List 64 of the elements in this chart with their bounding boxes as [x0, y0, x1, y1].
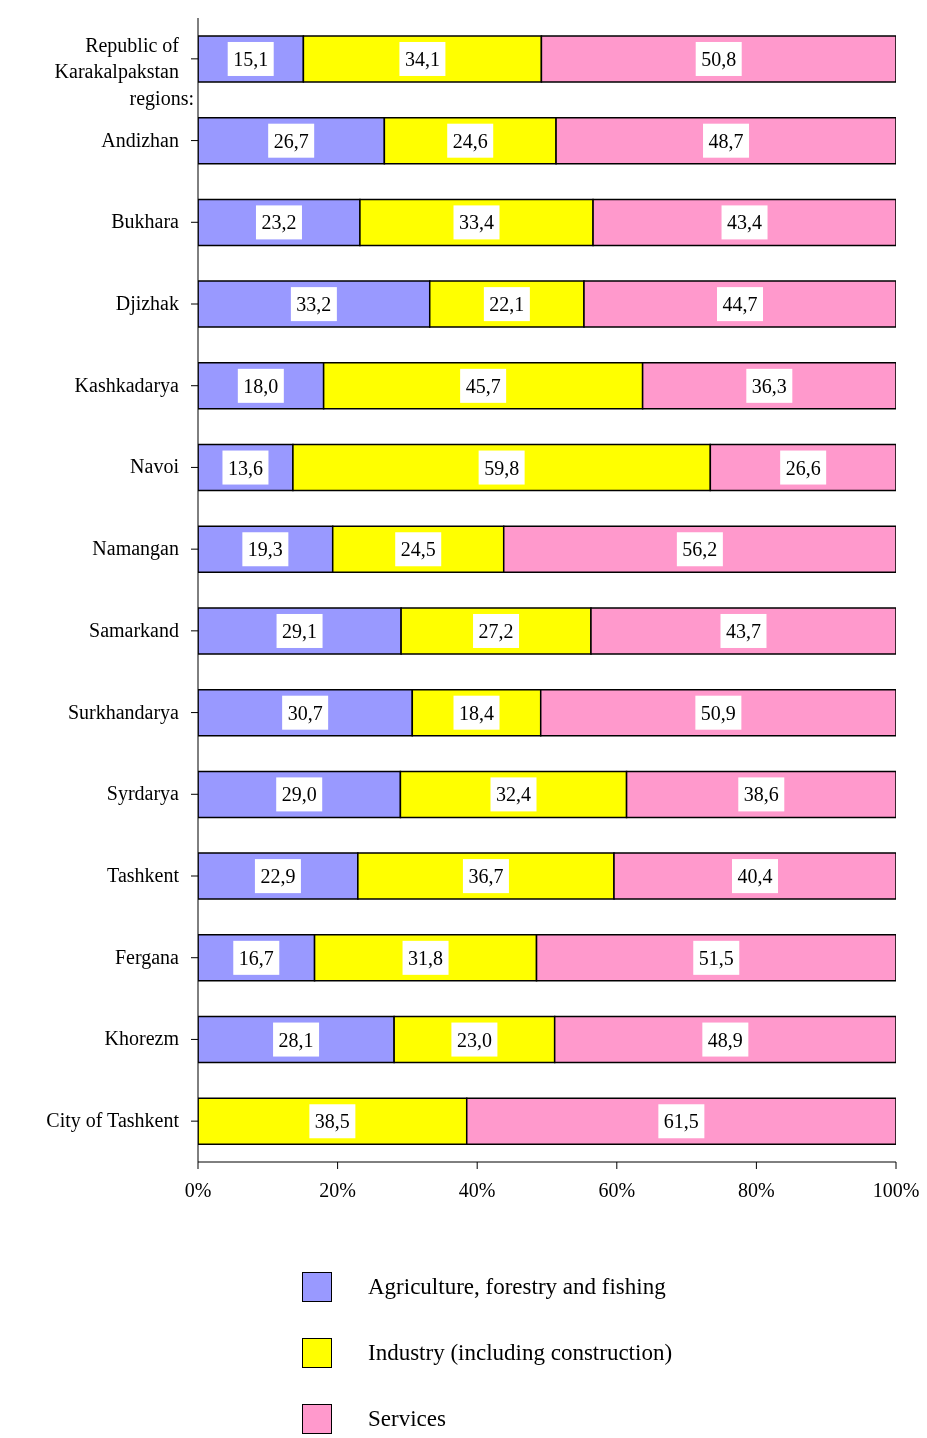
- y-tick-label: Surkhandarya: [67, 700, 180, 724]
- legend-label: Industry (including construction): [368, 1340, 673, 1366]
- data-label: 36,3: [751, 374, 787, 397]
- data-label: 24,6: [452, 129, 488, 152]
- data-label: 28,1: [278, 1028, 314, 1051]
- data-label: 50,8: [701, 47, 737, 70]
- data-label: 22,9: [260, 865, 296, 888]
- data-label: 56,2: [682, 538, 718, 561]
- x-tick-label: 40%: [458, 1179, 496, 1202]
- x-tick-label: 80%: [738, 1179, 775, 1202]
- y-tick-label: Namangan: [92, 537, 179, 561]
- y-tick-label: Khorezm: [104, 1027, 180, 1050]
- y-tick-label: Kashkadarya: [74, 373, 180, 397]
- data-label: 13,6: [227, 456, 263, 479]
- text: regions:: [128, 85, 194, 110]
- x-tick-label: 20%: [319, 1179, 356, 1202]
- y-tick-label: Fergana: [114, 945, 180, 969]
- y-tick-label: Djizhak: [115, 292, 179, 315]
- data-label: 29,1: [282, 619, 318, 642]
- data-label: 38,6: [743, 783, 779, 806]
- data-label: 24,5: [400, 538, 436, 561]
- data-label: 16,7: [238, 946, 274, 969]
- data-label: 59,8: [484, 456, 520, 479]
- data-label: 61,5: [663, 1110, 699, 1133]
- data-label: 48,9: [707, 1028, 743, 1051]
- data-label: 26,6: [785, 456, 821, 479]
- data-label: 36,7: [468, 865, 504, 888]
- data-label: 26,7: [273, 129, 309, 152]
- data-label: 33,2: [296, 293, 332, 316]
- x-tick-label: 60%: [598, 1179, 636, 1202]
- data-label: 38,5: [314, 1110, 350, 1133]
- data-label: 27,2: [478, 619, 514, 642]
- y-tick-label: Tashkent: [107, 864, 180, 886]
- data-label: 31,8: [408, 946, 444, 969]
- data-label: 43,4: [727, 211, 763, 234]
- data-label: 48,7: [708, 129, 744, 152]
- data-label: 51,5: [698, 946, 734, 969]
- y-tick-label: City of Tashkent: [46, 1109, 180, 1133]
- legend-label: Agriculture, forestry and fishing: [368, 1274, 666, 1300]
- y-tick-label: Samarkand: [89, 618, 179, 641]
- data-label: 40,4: [737, 865, 773, 888]
- data-label: 18,0: [243, 374, 279, 397]
- y-tick-label: Bukhara: [111, 210, 180, 233]
- data-label: 33,4: [459, 211, 494, 234]
- x-tick-label: 0%: [184, 1179, 212, 1202]
- x-tick-label: 100%: [872, 1179, 920, 1202]
- data-label: 45,7: [465, 374, 501, 397]
- data-label: 29,0: [281, 783, 317, 806]
- data-label: 43,7: [725, 619, 761, 642]
- data-label: 32,4: [496, 783, 531, 806]
- data-label: 15,1: [233, 47, 269, 70]
- data-label: 19,3: [247, 538, 283, 561]
- data-label: 22,1: [489, 293, 525, 316]
- data-label: 44,7: [722, 293, 758, 316]
- legend-label: Services: [368, 1406, 446, 1432]
- data-label: 23,0: [456, 1028, 492, 1051]
- data-label: 34,1: [404, 47, 440, 70]
- data-label: 50,9: [700, 701, 736, 724]
- y-tick-label: Syrdarya: [106, 782, 180, 806]
- data-label: 18,4: [459, 701, 494, 724]
- y-tick-label: Andizhan: [101, 128, 179, 151]
- data-label: 23,2: [261, 211, 297, 234]
- y-tick-label: Navoi: [130, 455, 180, 478]
- data-label: 30,7: [287, 701, 323, 724]
